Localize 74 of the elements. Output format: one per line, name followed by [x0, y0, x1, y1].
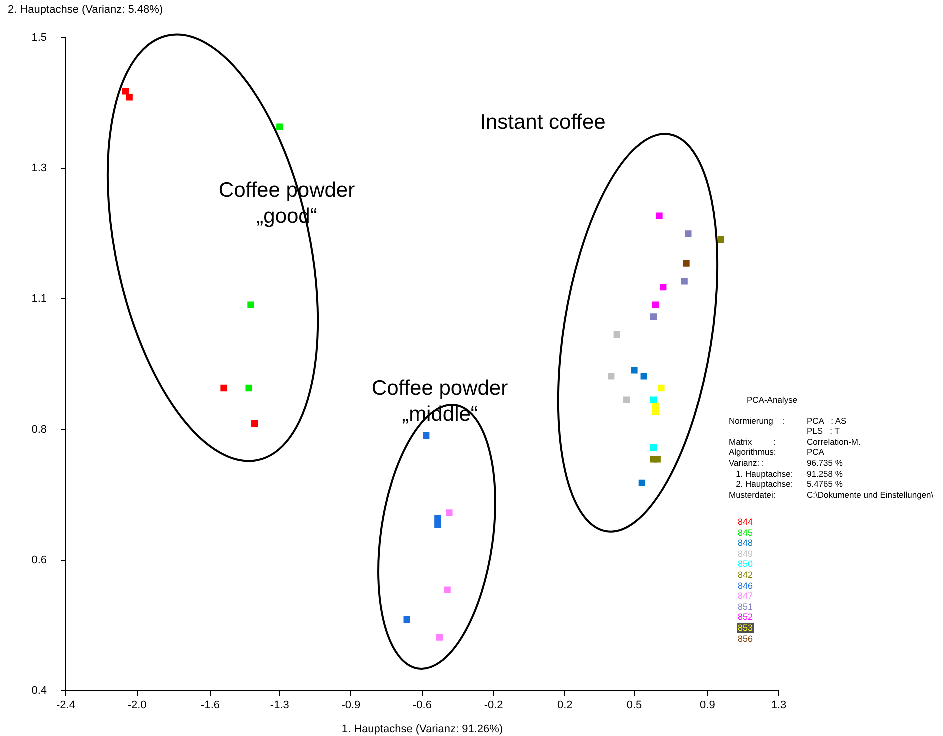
point — [650, 444, 658, 451]
y-tick-label: 0.6 — [32, 554, 47, 566]
point — [122, 88, 130, 95]
point — [685, 230, 692, 238]
point — [614, 331, 620, 338]
x-tick-label: 0.5 — [626, 700, 642, 712]
x-tick-label: 0.9 — [700, 700, 716, 712]
x-tick-label: -0.9 — [342, 700, 361, 712]
point — [683, 260, 690, 267]
x-tick-label: -2.0 — [128, 700, 147, 712]
annotation: Instant coffee — [480, 110, 606, 136]
x-tick-label: -2.4 — [56, 700, 76, 712]
annotation: PCA-Analyse — [746, 395, 799, 406]
text: 850 — [737, 559, 754, 570]
point — [656, 212, 663, 220]
point — [660, 284, 667, 291]
text: 2. Hauptachse: 5.4765 % — [736, 479, 843, 490]
point — [436, 634, 444, 641]
text: Normierung : PCA : AS — [729, 416, 847, 426]
y-tick-label: 0.8 — [32, 424, 47, 436]
y-tick-label: 1.5 — [32, 32, 47, 44]
text: 848 — [737, 538, 754, 548]
point — [652, 408, 659, 416]
point — [246, 384, 252, 392]
point — [650, 396, 658, 404]
text: 851 — [737, 602, 754, 612]
point — [220, 384, 228, 392]
x-axis-title: 1. Hauptachse (Varianz: 91.26%) — [342, 723, 504, 736]
x-tick-label: 1.3 — [771, 700, 787, 712]
point — [718, 236, 725, 244]
point — [276, 124, 284, 130]
point — [623, 396, 630, 404]
point — [434, 521, 442, 528]
point — [608, 373, 615, 380]
text: 853 — [737, 622, 754, 633]
point — [631, 367, 638, 374]
text: 849 — [737, 548, 754, 559]
y-tick-label: 1.1 — [32, 293, 47, 306]
y-axis-title: 2. Hauptachse (Varianz: 5.48%) — [8, 4, 164, 16]
text: 847 — [737, 591, 754, 602]
point — [444, 586, 451, 594]
x-tick-label: -1.6 — [201, 700, 220, 712]
point — [252, 420, 258, 428]
point — [652, 302, 659, 308]
y-tick-label: 0.4 — [32, 685, 47, 698]
y-tick-label: 1.3 — [32, 162, 47, 175]
text: 1. Hauptachse: 91.258 % — [736, 468, 843, 479]
text: 844 — [737, 517, 754, 527]
text: Varianz: : 96.735 % — [729, 458, 843, 468]
text: Musterdatei: C:\Dokumente und Einstellungen\ — [729, 490, 934, 500]
text: 846 — [737, 580, 754, 591]
point — [126, 94, 133, 101]
point — [658, 384, 665, 392]
point — [404, 616, 410, 624]
point — [638, 480, 646, 487]
point — [650, 314, 658, 320]
point — [423, 432, 430, 440]
point — [681, 278, 688, 285]
point — [446, 510, 453, 516]
x-tick-label: 0.2 — [557, 700, 573, 712]
text: PLS : T — [807, 426, 840, 437]
text: 842 — [737, 570, 754, 580]
point — [248, 302, 254, 308]
text: 845 — [737, 528, 754, 538]
x-tick-label: -0.6 — [413, 700, 432, 712]
x-tick-label: -1.3 — [270, 700, 290, 712]
point — [640, 373, 648, 380]
text: Matrix : Correlation-M. — [729, 436, 861, 447]
text: Algorithmus: PCA — [729, 447, 824, 458]
point — [654, 456, 661, 463]
text: 852 — [737, 612, 754, 622]
text: 856 — [737, 634, 754, 644]
point — [434, 516, 442, 522]
x-tick-label: -0.2 — [484, 700, 504, 712]
